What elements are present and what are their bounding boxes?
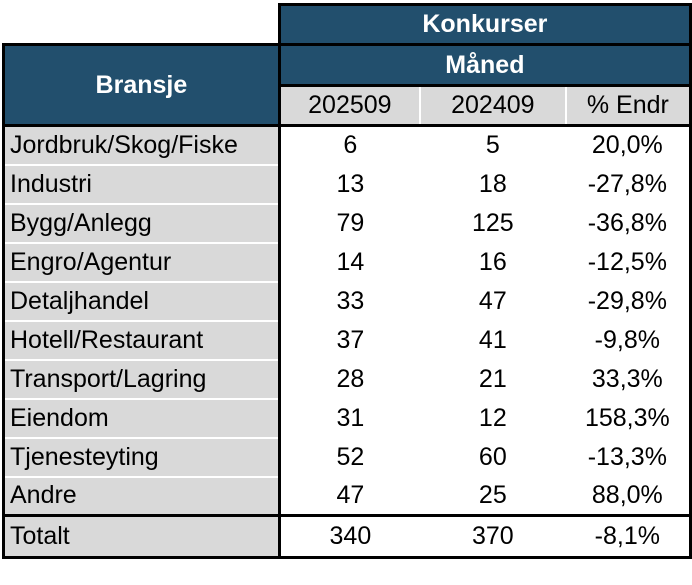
value-pct-endr: 158,3%: [565, 398, 692, 438]
value-202409: 47: [419, 281, 566, 321]
value-pct-endr: -12,5%: [565, 242, 692, 282]
value-202509: 6: [279, 125, 420, 165]
row-label: Transport/Lagring: [2, 359, 281, 400]
value-202509: 52: [279, 437, 420, 477]
table-row: Bygg/Anlegg 79 125 -36,8%: [2, 203, 692, 244]
value-202409: 41: [419, 320, 566, 360]
value-pct-endr: 88,0%: [565, 476, 692, 516]
value-pct-endr: 20,0%: [565, 125, 692, 165]
table-row: Hotell/Restaurant 37 41 -9,8%: [2, 320, 692, 361]
value-pct-endr: -36,8%: [565, 203, 692, 243]
value-pct-endr: -29,8%: [565, 281, 692, 321]
row-label: Engro/Agentur: [2, 242, 281, 283]
table-row: Andre 47 25 88,0%: [2, 476, 692, 517]
row-label: Hotell/Restaurant: [2, 320, 281, 361]
row-label: Tjenesteyting: [2, 437, 281, 478]
value-202509: 79: [279, 203, 420, 243]
row-label: Detaljhandel: [2, 281, 281, 322]
value-202509: 28: [279, 359, 420, 399]
value-202509: 14: [279, 242, 420, 282]
table-row: Industri 13 18 -27,8%: [2, 164, 692, 205]
table-row: Engro/Agentur 14 16 -12,5%: [2, 242, 692, 283]
total-value-202509: 340: [279, 514, 420, 559]
value-202409: 125: [419, 203, 566, 243]
value-202409: 12: [419, 398, 566, 438]
total-row: Totalt 340 370 -8,1%: [2, 514, 692, 559]
value-202509: 33: [279, 281, 420, 321]
value-pct-endr: -27,8%: [565, 164, 692, 204]
value-pct-endr: -13,3%: [565, 437, 692, 477]
row-label: Bygg/Anlegg: [2, 203, 281, 244]
value-202509: 37: [279, 320, 420, 360]
group-header-maned: Måned: [277, 43, 692, 87]
value-202509: 47: [279, 476, 420, 516]
row-header-bransje: Bransje: [2, 43, 281, 127]
total-value-202409: 370: [419, 514, 566, 559]
value-202509: 31: [279, 398, 420, 438]
total-value-pct-endr: -8,1%: [565, 514, 692, 559]
row-label: Andre: [2, 476, 281, 517]
value-202509: 13: [279, 164, 420, 204]
value-202409: 60: [419, 437, 566, 477]
value-202409: 5: [419, 125, 566, 165]
column-header-202409: 202409: [418, 84, 566, 127]
value-202409: 21: [419, 359, 566, 399]
column-header-pct-endr: % Endr: [564, 84, 692, 127]
row-label: Industri: [2, 164, 281, 205]
value-202409: 16: [419, 242, 566, 282]
table-row: Detaljhandel 33 47 -29,8%: [2, 281, 692, 322]
table-row: Transport/Lagring 28 21 33,3%: [2, 359, 692, 400]
table-row: Jordbruk/Skog/Fiske 6 5 20,0%: [2, 125, 692, 166]
table-title: Konkurser: [277, 3, 692, 46]
value-pct-endr: -9,8%: [565, 320, 692, 360]
corner-spacer: [3, 4, 280, 45]
konkurser-table: Konkurser Bransje Måned 202509 202409 % …: [2, 3, 692, 559]
column-header-202509: 202509: [279, 84, 420, 127]
table-row: Eiendom 31 12 158,3%: [2, 398, 692, 439]
table-row: Tjenesteyting 52 60 -13,3%: [2, 437, 692, 478]
row-label: Jordbruk/Skog/Fiske: [2, 125, 281, 166]
row-label: Eiendom: [2, 398, 281, 439]
value-202409: 25: [419, 476, 566, 516]
value-pct-endr: 33,3%: [565, 359, 692, 399]
total-label: Totalt: [2, 514, 281, 559]
value-202409: 18: [419, 164, 566, 204]
